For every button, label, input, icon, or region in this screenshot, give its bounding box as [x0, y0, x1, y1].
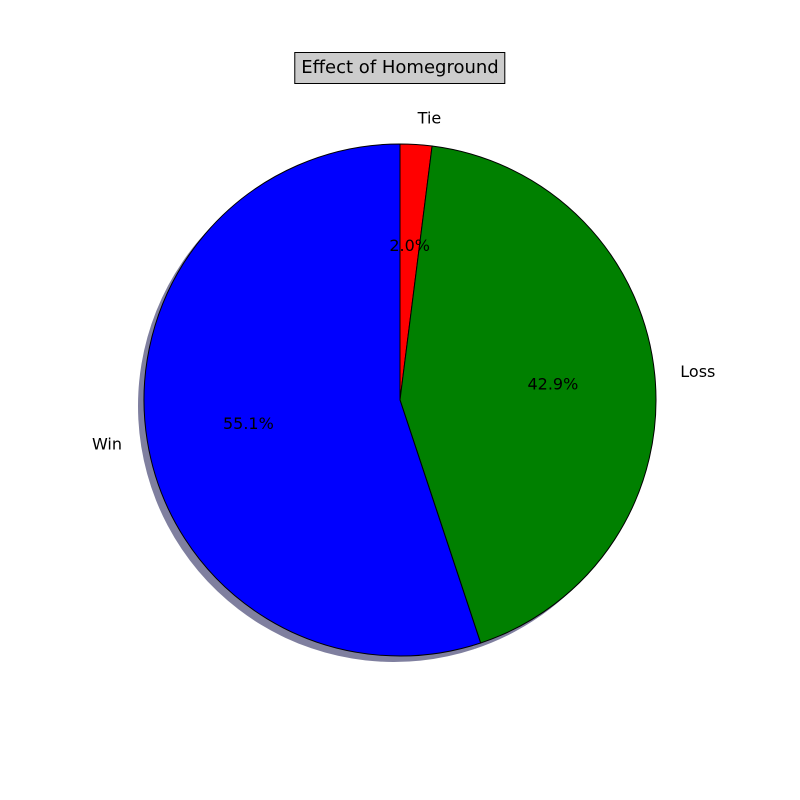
slice-percent-tie: 2.0% — [389, 236, 430, 255]
slice-percent-loss: 42.9% — [527, 375, 578, 394]
slice-percent-win: 55.1% — [223, 414, 274, 433]
pie-labels: Tie 2.0% Loss 42.9% Win 55.1% — [92, 108, 715, 453]
chart-title: Effect of Homeground — [294, 52, 506, 84]
slice-win — [143, 143, 482, 657]
pie-slices — [143, 143, 657, 657]
slice-loss — [399, 145, 657, 644]
slice-label-loss: Loss — [680, 362, 715, 381]
slice-label-win: Win — [92, 434, 122, 453]
slice-label-tie: Tie — [417, 108, 442, 127]
